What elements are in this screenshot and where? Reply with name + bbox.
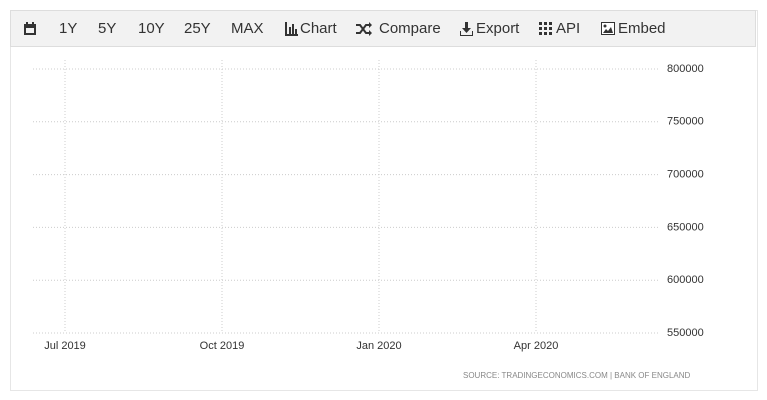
y-tick-label: 750000 [667,116,704,128]
compare-button[interactable]: Compare [379,20,441,37]
range-button[interactable]: 10Y [138,20,165,37]
range-button[interactable]: MAX [231,20,264,37]
y-tick-label: 600000 [667,274,704,286]
y-tick-label: 700000 [667,169,704,181]
range-button[interactable]: 5Y [98,20,117,37]
x-tick-label: Apr 2020 [514,340,559,352]
x-tick-label: Jul 2019 [44,340,86,352]
toolbar: 1Y 5Y 10Y 25Y MAX Chart Compare Export A… [10,10,756,47]
source-note: SOURCE: TRADINGECONOMICS.COM | BANK OF E… [463,371,691,380]
api-button[interactable]: API [556,20,581,37]
range-button[interactable]: 25Y [184,20,211,37]
x-tick-label: Oct 2019 [200,340,245,352]
y-tick-label: 650000 [667,221,704,233]
range-button[interactable]: 1Y [59,20,78,37]
api-icon[interactable] [539,22,552,35]
export-icon[interactable] [460,22,473,36]
embed-button[interactable]: Embed [618,20,666,37]
y-tick-label: 800000 [667,63,704,75]
chart-icon[interactable] [285,22,298,36]
calendar-icon[interactable] [23,22,37,36]
chart-button[interactable]: Chart [300,20,337,37]
embed-icon[interactable] [601,22,615,35]
compare-icon[interactable] [356,22,372,36]
x-tick-label: Jan 2020 [356,340,401,352]
export-button[interactable]: Export [476,20,520,37]
y-tick-label: 550000 [667,327,704,339]
